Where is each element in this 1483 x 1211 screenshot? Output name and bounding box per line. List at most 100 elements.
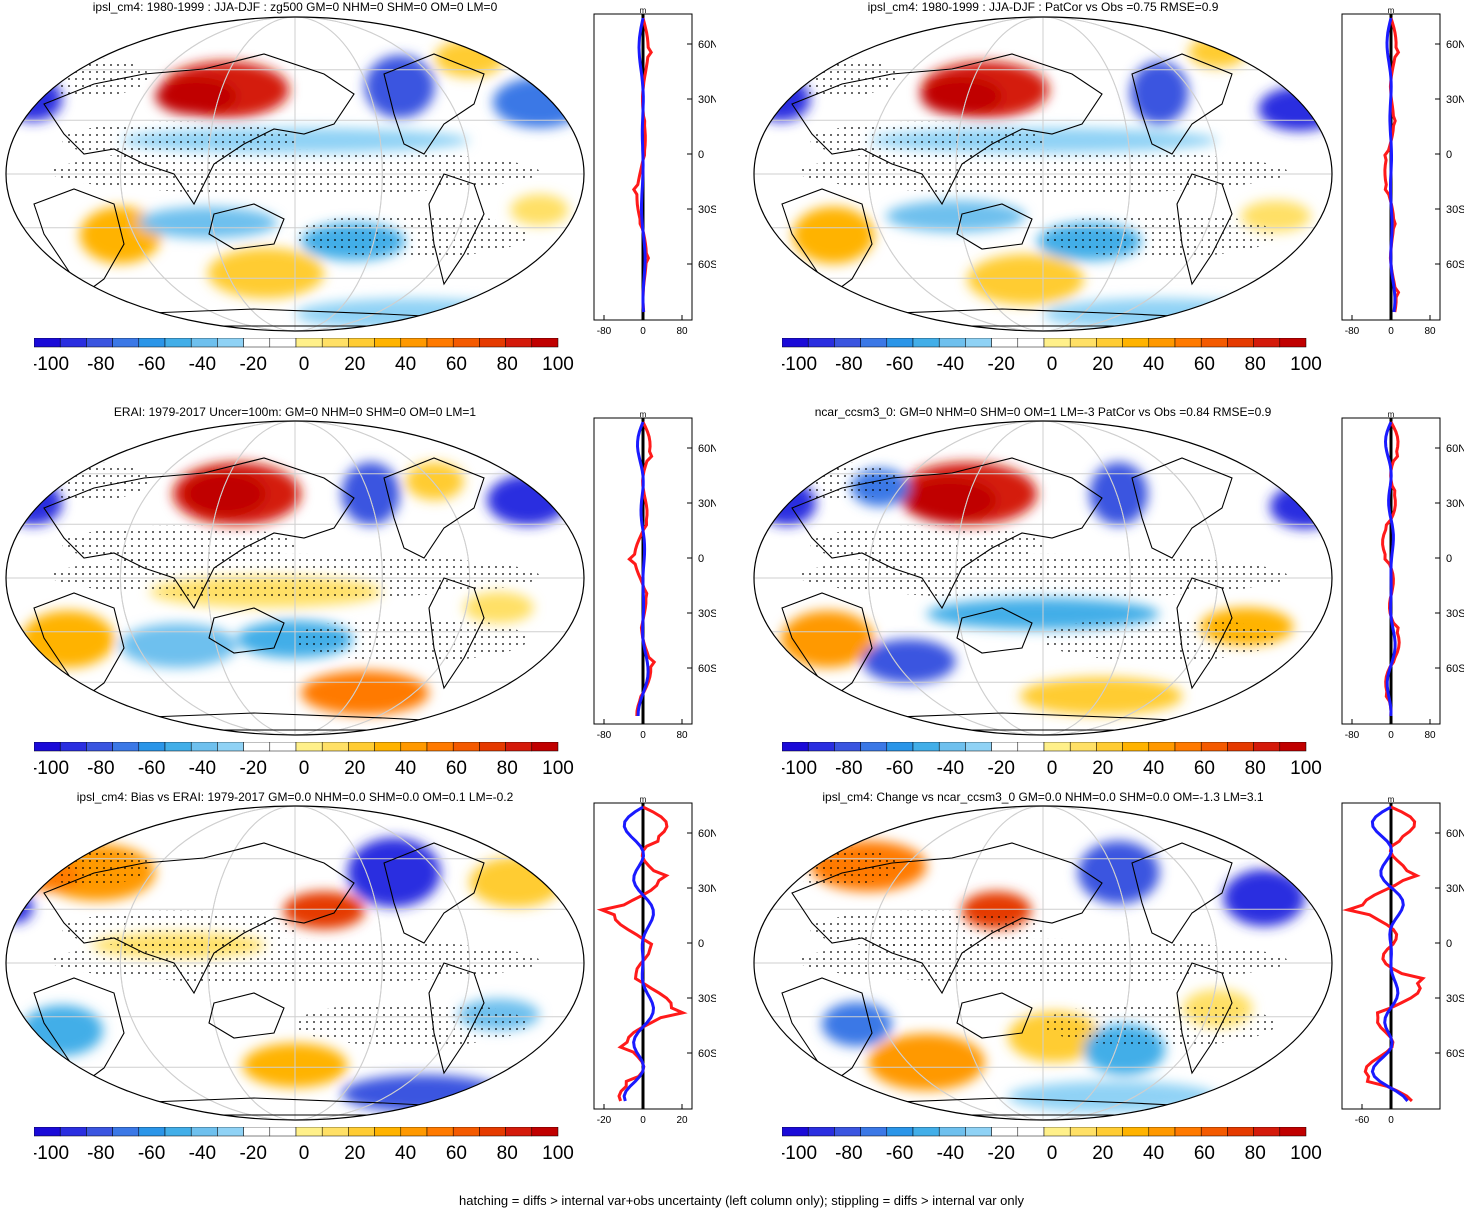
colorbar-tick-label: 80 [1245, 354, 1266, 375]
colorbar-tick-label: -60 [886, 1143, 913, 1164]
colorbar-swatch [426, 338, 454, 348]
colorbar-swatch [1200, 338, 1228, 348]
stippling [810, 525, 1043, 564]
map-title: ncar_ccsm3_0: GM=0 NHM=0 SHM=0 OM=1 LM=-… [814, 405, 1272, 419]
field-anomaly [463, 591, 534, 624]
zonal-y-tick-label: 30S [698, 204, 716, 216]
meridian-line [867, 806, 1219, 1120]
colorbar-swatch [1096, 338, 1123, 348]
colorbar-swatch [1148, 742, 1176, 752]
field-anomaly [1223, 869, 1305, 927]
field-anomaly [207, 247, 325, 299]
field-anomaly [1077, 840, 1160, 905]
map-title: ipsl_cm4: 1980-1999 : JJA-DJF : zg500 GM… [92, 0, 498, 14]
field-anomaly [300, 670, 429, 716]
colorbar-swatch [991, 338, 1019, 348]
zonal-x-tick-label: 0 [640, 730, 646, 741]
zonal-series-red [627, 421, 657, 717]
colorbar-swatch [1174, 1127, 1202, 1137]
world-map [5, 16, 585, 332]
map-border [5, 420, 585, 736]
colorbar: -100 -80 -60 -40 -20 0 20 40 60 80 100 [782, 338, 1322, 375]
panel-p5: ipsl_cm4: Bias vs ERAI: 1979-2017 GM=0.0… [4, 789, 724, 1174]
zonal-x-tick-label: 0 [1388, 1115, 1394, 1126]
meridian-line [955, 17, 1131, 331]
zonal-y-tick-label: 0 [698, 149, 704, 161]
colorbar-swatch [782, 338, 809, 348]
meridian-line [955, 421, 1131, 735]
colorbar-swatch [1148, 338, 1176, 348]
colorbar-tick-label: 20 [1092, 354, 1113, 375]
colorbar-swatch [965, 338, 992, 348]
zonal-x-tick-label: 80 [1424, 730, 1436, 741]
colorbar-swatch [938, 742, 966, 752]
meridian-line [867, 17, 1219, 331]
zonal-y-tick-label: 30N [1446, 883, 1464, 895]
colorbar-tick-label: 20 [344, 1143, 365, 1164]
colorbar-swatch [886, 742, 914, 752]
stippling [1043, 213, 1276, 258]
colorbar-swatch [807, 338, 835, 348]
zonal-x-tick-label: 80 [676, 326, 688, 337]
colorbar-tick-label: 60 [1194, 1143, 1215, 1164]
colorbar-swatch [531, 742, 559, 752]
colorbar-tick-label: 100 [542, 354, 574, 375]
zonal-x-tick-label: 80 [1424, 326, 1436, 337]
colorbar-tick-label: -60 [138, 1143, 165, 1164]
colorbar-swatch [834, 338, 861, 348]
zonal-y-tick-label: 60S [1446, 259, 1464, 271]
colorbar-swatch [938, 1127, 966, 1137]
stippling [295, 1002, 528, 1047]
colorbar-swatch [190, 338, 218, 348]
meridian-line [119, 421, 471, 735]
colorbar-swatch [1122, 1127, 1150, 1137]
colorbar-tick-label: 60 [1194, 758, 1215, 779]
coastline [43, 53, 355, 206]
field-anomaly [120, 623, 237, 668]
zonal-y-tick-label: 30N [1446, 498, 1464, 510]
colorbar-swatch [348, 742, 375, 752]
colorbar-swatch [295, 742, 323, 752]
zonal-x-tick-label: -80 [1345, 326, 1360, 337]
field-anomaly [155, 77, 237, 116]
colorbar-tick-label: 100 [1290, 354, 1322, 375]
map-border [753, 420, 1333, 736]
colorbar-tick-label: -20 [239, 354, 266, 375]
colorbar-tick-label: -20 [239, 758, 266, 779]
field-anomaly [885, 200, 1026, 233]
colorbar-swatch [59, 1127, 87, 1137]
coastline [33, 592, 125, 699]
colorbar-swatch [912, 338, 940, 348]
colorbar-swatch [269, 742, 297, 752]
colorbar-tick-label: -20 [987, 758, 1014, 779]
coastline [428, 962, 485, 1075]
colorbar-swatch [782, 1127, 809, 1137]
stippling [62, 910, 295, 949]
zonal-y-tick-label: 0 [1446, 149, 1452, 161]
meridian-line [867, 421, 1219, 735]
colorbar-swatch [86, 338, 113, 348]
colorbar-swatch [505, 742, 533, 752]
colorbar-swatch [479, 742, 506, 752]
colorbar-swatch [860, 338, 888, 348]
zonal-y-tick-label: 60S [698, 663, 716, 675]
meridian-line [207, 17, 383, 331]
field-anomaly [341, 462, 400, 526]
zonal-series-blue [637, 17, 647, 313]
stippling [62, 121, 295, 160]
colorbar-tick-label: -60 [886, 758, 913, 779]
field-anomaly [754, 77, 811, 122]
map-title: ipsl_cm4: 1980-1999 : JJA-DJF : PatCor v… [867, 0, 1219, 14]
colorbar-swatch [269, 1127, 297, 1137]
colorbar-swatch [1017, 1127, 1045, 1137]
colorbar-swatch [400, 338, 428, 348]
colorbar-swatch [34, 338, 61, 348]
field-anomaly [364, 55, 435, 119]
colorbar-tick-label: -40 [189, 1143, 216, 1164]
colorbar-swatch [243, 338, 271, 348]
zonal-y-tick-label: 0 [1446, 553, 1452, 565]
colorbar: -100 -80 -60 -40 -20 0 20 40 60 80 100 [782, 1127, 1322, 1164]
colorbar-swatch [886, 1127, 914, 1137]
zonal-y-tick-label: 30N [1446, 94, 1464, 106]
zonal-y-tick-label: 60S [698, 1048, 716, 1060]
